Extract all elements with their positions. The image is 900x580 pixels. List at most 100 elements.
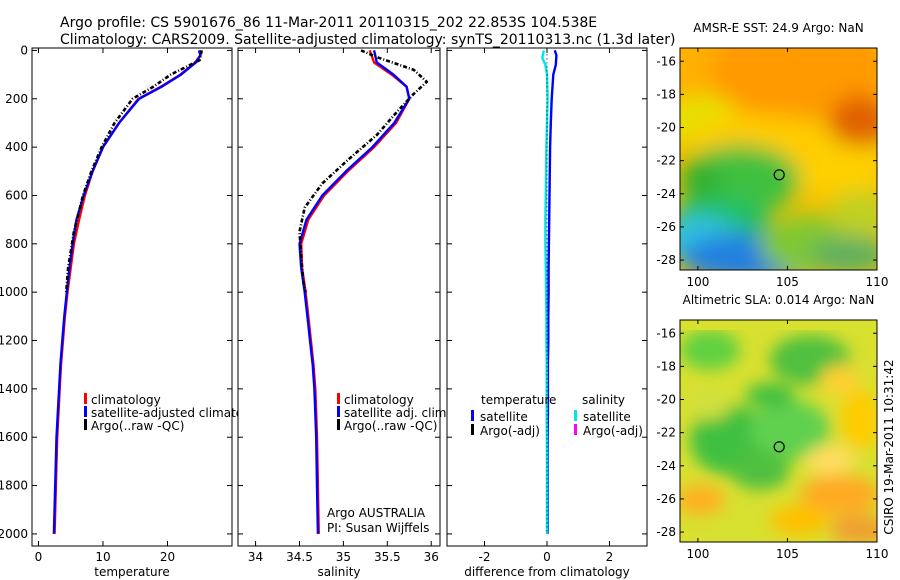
temperature-ytick-label: 1600 bbox=[0, 430, 28, 444]
sla-map-blob bbox=[800, 475, 877, 515]
salinity-xtick-label: 36 bbox=[424, 550, 439, 564]
sst-map-xtick-label: 100 bbox=[686, 275, 709, 289]
salinity-frame bbox=[237, 47, 441, 547]
difference-xtick-label: -2 bbox=[479, 550, 491, 564]
temperature-ytick-label: 200 bbox=[5, 92, 28, 106]
header-line-2: Climatology: CARS2009. Satellite-adjuste… bbox=[60, 32, 675, 48]
sst-map: AMSR-E SST: 24.9 Argo: NaN 100 105 110 -16 -1… bbox=[656, 21, 889, 289]
sla-map-argo-marker bbox=[773, 441, 785, 453]
sla-map-ytick-label: -22 bbox=[656, 426, 676, 440]
salinity-panel: 34 34.5 35 35.5 36 salinity climatologysatelli… bbox=[237, 47, 450, 579]
sla-map-blob bbox=[820, 365, 860, 395]
salinity-annotation-argo: Argo AUSTRALIA bbox=[327, 506, 426, 520]
sst-map-ytick-label: -28 bbox=[656, 253, 676, 267]
difference-legend-title: temperature bbox=[481, 393, 556, 407]
sst-map-blob bbox=[680, 160, 720, 200]
sst-map-field bbox=[680, 48, 877, 270]
sla-map-blob bbox=[770, 505, 830, 535]
sst-map-blob bbox=[710, 48, 877, 120]
difference-legend-swatch bbox=[471, 424, 474, 435]
temperature-legend-entry: climatology bbox=[91, 393, 161, 407]
sst-map-xtick-label: 105 bbox=[776, 275, 799, 289]
sla-map-frame bbox=[679, 319, 878, 543]
sla-map-blob bbox=[750, 400, 830, 460]
sla-map-blob bbox=[745, 383, 795, 407]
salinity-legend-swatch bbox=[337, 419, 340, 430]
temperature-ytick-label: 2000 bbox=[0, 527, 28, 541]
difference-legend-entry: satellite bbox=[583, 410, 631, 424]
temperature-ytick-label: 400 bbox=[5, 140, 28, 154]
temperature-legend-swatch bbox=[84, 406, 87, 417]
sla-map-title: Altimetric SLA: 0.014 Argo: NaN bbox=[683, 293, 875, 307]
difference-legend-entry: satellite bbox=[480, 410, 528, 424]
sla-map: Altimetric SLA: 0.014 Argo: NaN 100 105 110… bbox=[656, 293, 889, 561]
sst-map-ytick-label: -26 bbox=[656, 220, 676, 234]
temperature-legend-entry: satellite-adjusted climatology bbox=[91, 406, 269, 420]
salinity-legend-swatch bbox=[337, 406, 340, 417]
difference-xtick-label: 2 bbox=[606, 550, 614, 564]
temperature-ytick-label: 800 bbox=[5, 237, 28, 251]
sla-map-ytick-label: -26 bbox=[656, 492, 676, 506]
temperature-ytick-label: 1200 bbox=[0, 334, 28, 348]
sla-map-xtick-label: 100 bbox=[686, 547, 709, 561]
sla-map-xtick-label: 110 bbox=[866, 547, 889, 561]
difference-legend-entry: Argo(-adj) bbox=[480, 424, 540, 438]
temperature-legend-swatch bbox=[84, 393, 87, 404]
salinity-xtick-label: 34 bbox=[248, 550, 263, 564]
sla-map-ytick-label: -24 bbox=[656, 459, 676, 473]
temperature-ytick-label: 1400 bbox=[0, 382, 28, 396]
sla-map-blob bbox=[730, 450, 790, 490]
temperature-ytick-label: 0 bbox=[20, 43, 28, 57]
sst-map-ytick-label: -16 bbox=[656, 54, 676, 68]
difference-xlabel: difference from climatology bbox=[464, 565, 630, 579]
sst-map-blob bbox=[830, 95, 877, 145]
salinity-xtick-label: 35.5 bbox=[374, 550, 401, 564]
sla-map-blob bbox=[840, 390, 877, 450]
temperature-ytick-label: 1000 bbox=[0, 285, 28, 299]
difference-legend-swatch bbox=[574, 424, 577, 435]
temperature-legend-swatch bbox=[84, 419, 87, 430]
salinity-xtick-label: 34.5 bbox=[286, 550, 313, 564]
sst-map-blobs bbox=[680, 48, 877, 270]
salinity-legend-entry: Argo(..raw -QC) bbox=[344, 419, 437, 433]
temperature-panel: 0 10 2002004006008001000120014001600180020… bbox=[0, 43, 269, 579]
sla-map-ytick-label: -16 bbox=[656, 326, 676, 340]
sst-map-title: AMSR-E SST: 24.9 Argo: NaN bbox=[693, 21, 863, 35]
sst-map-blob bbox=[810, 235, 877, 270]
difference-legend-swatch bbox=[471, 410, 474, 421]
temperature-xtick-label: 0 bbox=[35, 550, 43, 564]
temperature-ytick-label: 1800 bbox=[0, 479, 28, 493]
sst-map-blob bbox=[830, 190, 877, 240]
salinity-xlabel: salinity bbox=[317, 565, 360, 579]
sla-map-blob bbox=[680, 485, 725, 515]
sla-map-blob bbox=[680, 330, 740, 370]
header-line-1: Argo profile: CS 5901676_86 11-Mar-2011 … bbox=[60, 15, 597, 31]
sla-map-blobs bbox=[680, 330, 877, 542]
salinity-annotation-pi: PI: Susan Wijffels bbox=[327, 521, 429, 535]
temperature-series-argo-raw-qc- bbox=[64, 50, 203, 293]
sla-map-ytick-label: -20 bbox=[656, 393, 676, 407]
salinity-legend-swatch bbox=[337, 393, 340, 404]
sla-map-field bbox=[680, 320, 877, 542]
sla-map-blob bbox=[830, 515, 877, 542]
salinity-legend-entry: climatology bbox=[344, 393, 414, 407]
sla-map-xtick-label: 105 bbox=[776, 547, 799, 561]
temperature-ytick-label: 600 bbox=[5, 188, 28, 202]
temperature-xtick-label: 10 bbox=[95, 550, 110, 564]
sst-map-ytick-label: -22 bbox=[656, 154, 676, 168]
difference-legend-swatch bbox=[574, 410, 577, 421]
sst-map-ytick-label: -24 bbox=[656, 187, 676, 201]
sst-map-ytick-label: -18 bbox=[656, 87, 676, 101]
temperature-legend-entry: Argo(..raw -QC) bbox=[91, 419, 184, 433]
sla-map-blob bbox=[690, 390, 730, 420]
salinity-series-satellite-adj-clim- bbox=[298, 50, 411, 534]
sst-map-xtick-label: 110 bbox=[866, 275, 889, 289]
difference-legend-entry: Argo(-adj) bbox=[583, 424, 643, 438]
side-timestamp: CSIRO 19-Mar-2011 10:31:42 bbox=[882, 359, 896, 534]
temperature-xtick-label: 20 bbox=[160, 550, 175, 564]
sla-map-ytick-label: -28 bbox=[656, 525, 676, 539]
sst-map-ytick-label: -20 bbox=[656, 121, 676, 135]
